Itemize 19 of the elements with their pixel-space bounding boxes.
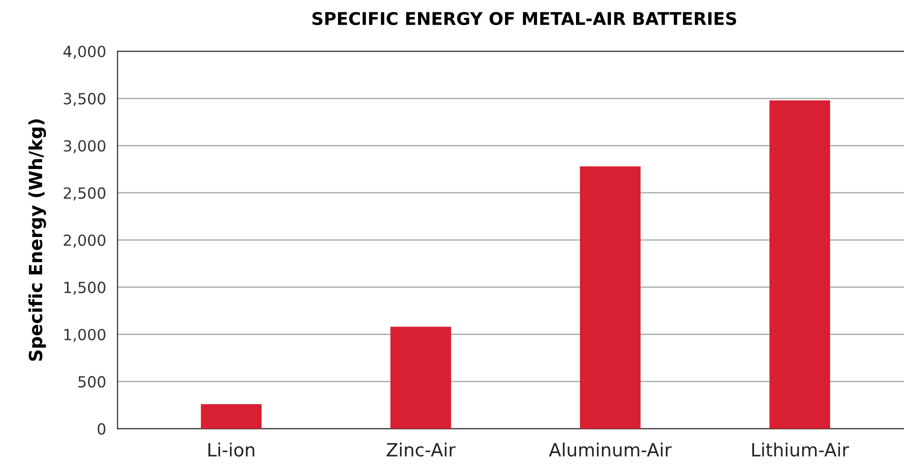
y-axis-title: Specific Energy (Wh/kg) <box>28 119 46 361</box>
y-tick-label: 4,000 <box>63 46 106 59</box>
bar <box>390 326 452 429</box>
y-tick-label: 2,500 <box>64 187 106 200</box>
y-tick-label: 1,000 <box>64 328 106 342</box>
bar <box>200 404 262 429</box>
x-tick-label: Zinc-Air <box>386 442 456 457</box>
y-tick-label: 3,500 <box>64 92 106 106</box>
chart-title: SPECIFIC ENERGY OF METAL-AIR BATTERIES <box>312 12 736 26</box>
bar <box>769 100 830 429</box>
y-tick-label: 3,000 <box>64 140 106 154</box>
bar <box>580 166 641 429</box>
y-tick-label: 1,500 <box>64 282 106 295</box>
x-tick-label: Aluminum-Air <box>549 442 672 457</box>
x-tick-label: Li-ion <box>208 442 254 457</box>
x-tick-label: Lithium-Air <box>752 442 850 457</box>
y-tick-label: 500 <box>78 376 106 388</box>
y-tick-label: 2,000 <box>64 234 106 248</box>
y-tick-label: 0 <box>98 423 106 435</box>
